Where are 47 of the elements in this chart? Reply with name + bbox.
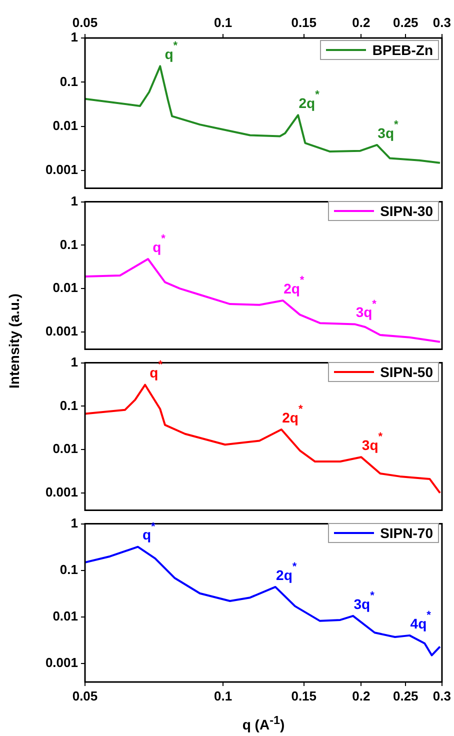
legend-label: SIPN-50	[380, 364, 433, 380]
legend-label: BPEB-Zn	[372, 42, 433, 58]
y-tick-label: 0.1	[60, 74, 78, 89]
y-tick-label: 1	[70, 354, 78, 370]
x-tick-label: 0.1	[214, 688, 232, 704]
x-tick-label: 0.3	[432, 14, 452, 30]
y-tick-label: 0.01	[52, 441, 78, 456]
annotation: 2q*	[298, 89, 320, 111]
y-tick-label: 1	[70, 30, 78, 45]
annotation: 4q*	[410, 609, 432, 632]
x-tick-label: 0.15	[291, 14, 317, 30]
legend-label: SIPN-30	[380, 203, 433, 219]
y-tick-label: 0.001	[45, 162, 78, 178]
y-tick-label: 0.1	[60, 398, 78, 413]
x-tick-label: 0.3	[432, 688, 452, 704]
x-tick-label: 0.25	[392, 688, 418, 704]
annotation: 3q*	[362, 431, 384, 453]
x-axis-title: q (A$^{-1}$)	[241, 714, 286, 733]
y-tick-label: 0.1	[60, 236, 78, 252]
annotation: q*	[150, 358, 164, 381]
x-tick-label: 0.2	[352, 14, 370, 30]
annotation: 3q*	[356, 298, 378, 320]
y-tick-label: 0.001	[45, 324, 78, 339]
x-tick-label: 0.2	[352, 688, 370, 704]
y-tick-label: 1	[70, 193, 78, 208]
annotation: 3q*	[354, 590, 376, 612]
y-tick-label: 0.001	[45, 655, 78, 670]
y-tick-label: 0.001	[45, 484, 78, 500]
y-tick-label: 0.01	[52, 608, 78, 624]
annotation: 2q*	[282, 404, 304, 426]
annotation: q*	[152, 233, 166, 255]
x-tick-label: 0.05	[72, 14, 98, 30]
x-tick-label: 0.25	[392, 14, 418, 30]
x-tick-label: 0.15	[291, 688, 317, 704]
y-tick-label: 0.1	[60, 562, 78, 577]
annotation: 2q*	[284, 274, 305, 296]
legend-label: SIPN-70	[380, 525, 433, 541]
annotation: q*	[142, 520, 156, 543]
y-axis-title: Intensity (a.u.)	[6, 294, 22, 388]
annotation: q*	[164, 40, 178, 62]
annotation: 3q*	[378, 119, 400, 141]
x-tick-label: 0.1	[214, 14, 232, 30]
y-tick-label: 1	[70, 515, 78, 530]
y-tick-label: 0.01	[52, 118, 78, 133]
y-tick-label: 0.01	[52, 280, 78, 296]
annotation: 2q*	[276, 560, 298, 583]
x-tick-label: 0.05	[72, 688, 98, 704]
